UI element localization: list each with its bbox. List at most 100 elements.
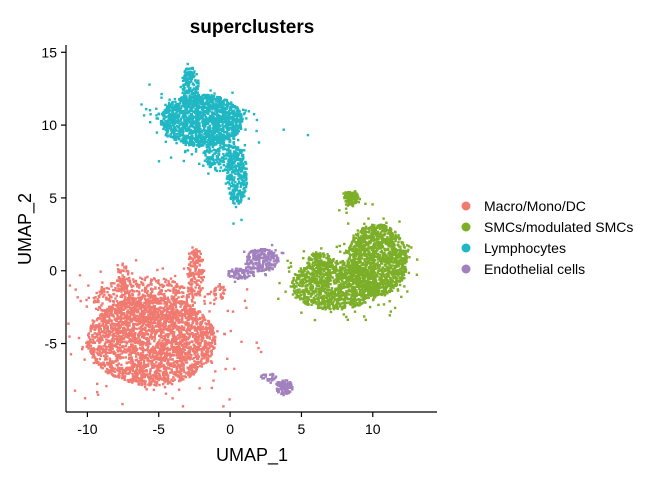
data-point — [162, 348, 166, 352]
data-point — [146, 375, 150, 378]
data-point — [124, 267, 128, 270]
data-point — [189, 356, 192, 360]
data-point — [196, 357, 200, 360]
data-point — [138, 377, 141, 380]
data-point — [378, 246, 381, 250]
data-point — [377, 286, 380, 289]
data-point — [206, 351, 209, 355]
data-point — [169, 381, 172, 384]
data-point — [131, 363, 134, 366]
data-point — [135, 304, 138, 307]
data-point — [200, 322, 204, 325]
data-point — [125, 277, 129, 280]
data-point — [400, 274, 404, 278]
data-point — [154, 350, 158, 353]
data-point — [373, 224, 376, 227]
data-point — [140, 336, 144, 339]
data-point — [117, 269, 121, 272]
data-point — [138, 296, 141, 300]
data-point — [176, 347, 179, 350]
data-point — [372, 253, 376, 256]
data-point — [212, 379, 215, 382]
data-point — [398, 237, 402, 240]
data-point — [162, 277, 166, 281]
data-point — [369, 239, 372, 243]
data-point — [106, 335, 110, 339]
data-point — [361, 244, 364, 247]
data-point — [197, 355, 200, 358]
data-point — [213, 342, 217, 345]
data-point — [127, 372, 130, 375]
data-point — [231, 310, 235, 313]
data-point — [178, 291, 181, 294]
data-point — [146, 300, 150, 303]
data-point — [212, 336, 215, 339]
data-point — [182, 321, 186, 324]
data-point — [204, 318, 207, 322]
data-point — [117, 366, 120, 369]
data-point — [142, 366, 145, 369]
data-point — [162, 331, 165, 334]
data-point — [149, 369, 152, 372]
data-point — [119, 330, 122, 333]
data-point — [207, 360, 210, 363]
data-point — [387, 289, 391, 293]
data-point — [111, 342, 114, 346]
data-point — [382, 279, 386, 283]
data-point — [141, 368, 144, 371]
data-point — [149, 317, 153, 320]
data-point — [345, 315, 348, 319]
data-point — [118, 270, 121, 274]
data-point — [381, 251, 384, 255]
data-point — [213, 294, 217, 297]
data-point — [198, 268, 201, 272]
data-point — [179, 300, 182, 303]
data-point — [220, 295, 224, 299]
data-point — [151, 350, 154, 354]
data-point — [166, 296, 169, 299]
data-point — [117, 373, 120, 376]
data-point — [124, 356, 127, 359]
data-point — [129, 346, 132, 349]
data-point — [158, 339, 161, 342]
data-point — [128, 369, 132, 372]
data-point — [141, 365, 144, 368]
data-point — [122, 326, 126, 329]
data-point — [204, 355, 207, 358]
data-point — [213, 302, 216, 306]
data-point — [164, 392, 168, 395]
data-point — [147, 313, 150, 316]
data-point — [159, 377, 162, 381]
data-point — [174, 306, 178, 309]
data-point — [337, 295, 340, 298]
data-point — [149, 287, 153, 290]
data-point — [365, 234, 368, 238]
data-point — [115, 359, 118, 363]
data-point — [166, 376, 169, 380]
data-point — [191, 300, 194, 303]
data-point — [317, 287, 320, 290]
data-point — [380, 293, 383, 297]
data-point — [130, 319, 134, 323]
data-point — [193, 364, 197, 367]
data-point — [307, 292, 310, 296]
data-point — [154, 332, 157, 336]
data-point — [179, 368, 182, 371]
data-point — [125, 287, 129, 290]
data-point — [153, 296, 156, 299]
data-point — [356, 229, 359, 232]
data-point — [179, 311, 182, 314]
data-point — [130, 379, 134, 383]
data-point — [179, 373, 182, 376]
data-point — [104, 370, 107, 373]
data-point — [193, 255, 196, 259]
data-point — [104, 350, 107, 353]
data-point — [163, 372, 167, 375]
data-point — [113, 367, 117, 370]
data-point — [307, 296, 310, 299]
data-point — [105, 333, 108, 336]
data-point — [138, 316, 141, 320]
data-point — [85, 341, 88, 345]
data-point — [374, 274, 377, 277]
data-point — [133, 303, 137, 307]
